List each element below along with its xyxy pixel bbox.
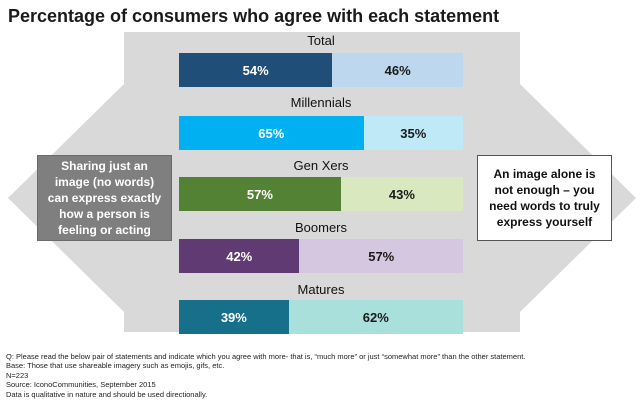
- data-label: 62%: [362, 309, 389, 325]
- left-statement-text: Sharing just an image (no words) can exp…: [47, 159, 162, 237]
- bar-segment-right: 57%: [299, 239, 463, 273]
- group-label: Gen Xers: [293, 158, 349, 173]
- group-label: Boomers: [294, 220, 348, 235]
- data-label: 39%: [220, 309, 247, 325]
- group-label: Matures: [297, 282, 345, 297]
- stacked-bar: 42% 57%: [179, 239, 463, 273]
- stacked-bar: 39% 62%: [179, 300, 463, 334]
- data-label: 57%: [246, 186, 273, 202]
- group-label: Total: [307, 33, 335, 48]
- bar-segment-right: 62%: [288, 300, 463, 334]
- data-label: 54%: [242, 62, 269, 78]
- stacked-bar: 57% 43%: [179, 177, 463, 211]
- bar-segment-right: 35%: [363, 116, 463, 150]
- footnote-sample-size: N=223: [6, 370, 29, 380]
- group-label: Millennials: [290, 95, 352, 110]
- footnote-source: Source: IconoCommunities, September 2015: [6, 380, 156, 390]
- bar-segment-left: 39%: [179, 300, 289, 334]
- chart-title: Percentage of consumers who agree with e…: [8, 6, 500, 26]
- data-label: 35%: [400, 125, 427, 141]
- data-label: 65%: [258, 125, 285, 141]
- data-label: 46%: [384, 62, 411, 78]
- left-statement-box: Sharing just an image (no words) can exp…: [37, 155, 172, 241]
- bar-segment-right: 43%: [340, 177, 463, 211]
- stacked-bar: 54% 46%: [179, 53, 463, 87]
- bar-segment-left: 42%: [179, 239, 300, 273]
- stacked-bar: 65% 35%: [179, 116, 463, 150]
- data-label: 57%: [368, 248, 395, 264]
- bar-segment-left: 57%: [179, 177, 341, 211]
- footnote-base: Base: Those that use shareable imagery s…: [6, 361, 225, 371]
- bar-segment-right: 46%: [332, 53, 463, 87]
- right-statement-text: An image alone is not enough – you need …: [489, 167, 600, 229]
- right-statement-box: An image alone is not enough – you need …: [477, 155, 612, 241]
- data-label: 42%: [226, 248, 253, 264]
- footnote-note: Data is qualitative in nature and should…: [6, 389, 208, 399]
- bar-segment-left: 54%: [179, 53, 333, 87]
- data-label: 43%: [388, 186, 415, 202]
- footnote-question: Q: Please read the below pair of stateme…: [6, 352, 526, 361]
- footnotes: Q: Please read the below pair of stateme…: [6, 352, 636, 399]
- bar-segment-left: 65%: [179, 116, 364, 150]
